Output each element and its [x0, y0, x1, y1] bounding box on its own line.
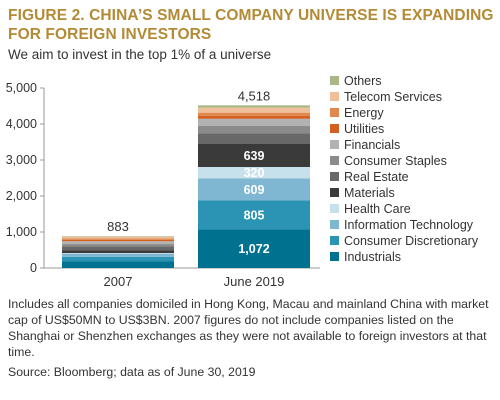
bar-segment — [198, 143, 310, 167]
bar-segment — [62, 241, 174, 245]
legend-swatch — [330, 108, 339, 117]
legend-label: Utilities — [344, 122, 384, 136]
bar-segment — [62, 256, 174, 262]
legend-swatch — [330, 76, 339, 85]
bar-segment — [198, 200, 310, 230]
bar-segment — [198, 178, 310, 201]
bar-segment — [62, 236, 174, 237]
bar-total-label: 883 — [107, 219, 129, 234]
legend-label: Real Estate — [344, 170, 409, 184]
bar-segment — [198, 125, 310, 134]
legend-label: Others — [344, 74, 382, 88]
data-label: 320 — [244, 166, 265, 180]
legend-swatch — [330, 156, 339, 165]
legend-swatch — [330, 204, 339, 213]
bar-segment — [198, 229, 310, 268]
bar-segment — [62, 236, 174, 239]
legend-label: Materials — [344, 186, 395, 200]
legend-swatch — [330, 220, 339, 229]
legend-swatch — [330, 92, 339, 101]
bar-segment — [62, 261, 174, 268]
legend-label: Health Care — [344, 202, 411, 216]
legend-swatch — [330, 188, 339, 197]
bar-segment — [62, 253, 174, 257]
y-tick-label: 0 — [30, 261, 37, 275]
legend-label: Industrials — [344, 250, 401, 264]
bar-segment — [62, 244, 174, 247]
bar-segment — [198, 133, 310, 144]
x-tick-label: 2007 — [104, 274, 133, 289]
data-label: 1,072 — [238, 242, 269, 256]
legend-label: Telecom Services — [344, 90, 442, 104]
legend-swatch — [330, 252, 339, 261]
x-tick-label: June 2019 — [224, 274, 285, 289]
y-tick-label: 5,000 — [6, 81, 37, 95]
legend-label: Consumer Staples — [344, 154, 447, 168]
bar-segment — [198, 107, 310, 113]
bar-segment — [198, 118, 310, 126]
bar-segment — [62, 253, 174, 254]
data-label: 805 — [244, 208, 265, 222]
bar-total-label: 4,518 — [238, 88, 271, 103]
chart-source: Source: Bloomberg; data as of June 30, 2… — [8, 365, 256, 379]
legend-label: Energy — [344, 106, 384, 120]
bar-segment — [62, 238, 174, 240]
bar-segment — [198, 115, 310, 119]
y-tick-label: 3,000 — [6, 153, 37, 167]
legend-label: Financials — [344, 138, 400, 152]
y-tick-label: 1,000 — [6, 225, 37, 239]
legend-swatch — [330, 140, 339, 149]
data-label: 609 — [244, 183, 265, 197]
y-tick-label: 4,000 — [6, 117, 37, 131]
chart-footnote: Includes all companies domiciled in Hong… — [8, 297, 489, 359]
bar-segment — [198, 112, 310, 116]
legend-swatch — [330, 124, 339, 133]
legend-swatch — [330, 172, 339, 181]
legend-label: Information Technology — [344, 218, 474, 232]
stacked-bar-chart: 0 1,000 2,000 3,000 4,000 5,000 883 2007 1,072 80… — [6, 74, 479, 289]
bar-segment — [198, 166, 310, 179]
bar-segment — [62, 239, 174, 242]
legend-label: Consumer Discretionary — [344, 234, 479, 248]
chart-subtitle: We aim to invest in the top 1% of a univ… — [8, 47, 272, 62]
data-label: 639 — [244, 149, 265, 163]
legend-swatch — [330, 236, 339, 245]
y-tick-label: 2,000 — [6, 189, 37, 203]
chart-title: FIGURE 2. CHINA’S SMALL COMPANY UNIVERSE… — [8, 7, 494, 43]
bar-segment — [62, 246, 174, 251]
bar-segment — [62, 250, 174, 254]
bar-segment — [198, 105, 310, 108]
